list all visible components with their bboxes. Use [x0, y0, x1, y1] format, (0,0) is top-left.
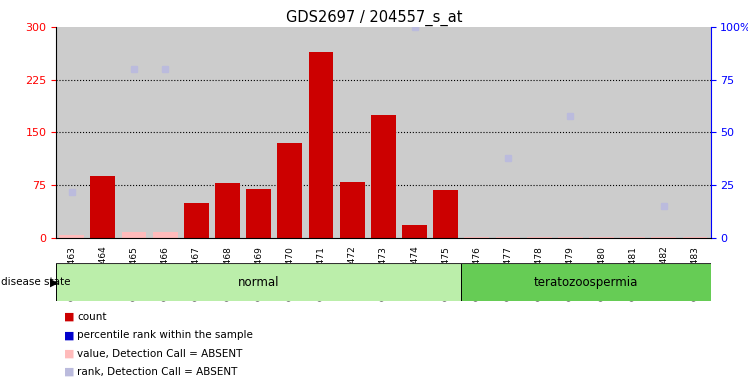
Bar — [492, 27, 524, 238]
Bar — [558, 237, 583, 238]
Bar — [620, 237, 645, 238]
Bar — [118, 27, 150, 238]
Text: GDS2697 / 204557_s_at: GDS2697 / 204557_s_at — [286, 10, 462, 26]
Bar — [305, 27, 337, 238]
Bar — [368, 27, 399, 238]
Text: teratozoospermia: teratozoospermia — [534, 276, 638, 289]
Bar — [652, 237, 676, 238]
Bar — [91, 176, 115, 238]
Bar — [430, 27, 462, 238]
Bar — [617, 27, 649, 238]
Bar — [56, 27, 88, 238]
Bar — [212, 27, 243, 238]
Text: disease state: disease state — [1, 277, 70, 287]
Bar — [465, 237, 489, 238]
Bar — [555, 27, 586, 238]
Bar — [586, 27, 617, 238]
Text: rank, Detection Call = ABSENT: rank, Detection Call = ABSENT — [77, 367, 237, 377]
Bar — [337, 27, 368, 238]
Text: normal: normal — [238, 276, 280, 289]
Bar — [371, 115, 396, 238]
Bar — [308, 51, 334, 238]
Text: percentile rank within the sample: percentile rank within the sample — [77, 330, 253, 340]
Bar — [275, 27, 305, 238]
Bar — [88, 27, 118, 238]
Bar — [527, 237, 552, 238]
Bar — [524, 27, 555, 238]
Bar — [181, 27, 212, 238]
Bar — [589, 237, 614, 238]
Text: ▶: ▶ — [50, 277, 58, 287]
Text: value, Detection Call = ABSENT: value, Detection Call = ABSENT — [77, 349, 242, 359]
Bar — [402, 225, 427, 238]
Bar — [399, 27, 430, 238]
Bar — [121, 232, 147, 238]
Bar — [215, 183, 240, 238]
Bar — [682, 237, 708, 238]
Bar — [243, 27, 275, 238]
Bar — [462, 27, 492, 238]
Text: ■: ■ — [64, 349, 74, 359]
Bar — [56, 263, 462, 301]
Text: count: count — [77, 312, 106, 322]
Text: ■: ■ — [64, 330, 74, 340]
Bar — [462, 263, 711, 301]
Bar — [246, 189, 271, 238]
Bar — [59, 235, 84, 238]
Bar — [433, 190, 458, 238]
Bar — [649, 27, 679, 238]
Text: ■: ■ — [64, 312, 74, 322]
Bar — [679, 27, 711, 238]
Bar — [150, 27, 181, 238]
Bar — [184, 203, 209, 238]
Bar — [340, 182, 364, 238]
Bar — [153, 232, 178, 238]
Text: ■: ■ — [64, 367, 74, 377]
Bar — [278, 143, 302, 238]
Bar — [495, 237, 521, 238]
